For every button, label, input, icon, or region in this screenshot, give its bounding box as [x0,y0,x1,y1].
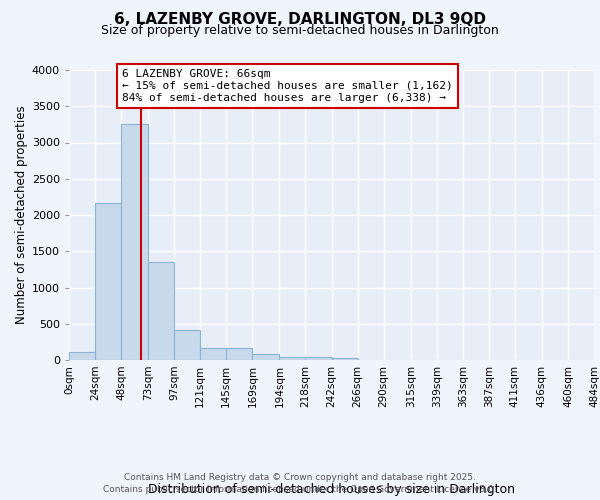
Bar [280,356,305,360]
Text: Size of property relative to semi-detached houses in Darlington: Size of property relative to semi-detach… [101,24,499,37]
Bar [121,124,148,360]
Bar [174,330,200,360]
Bar [226,348,253,360]
Bar [148,262,174,360]
Y-axis label: Number of semi-detached properties: Number of semi-detached properties [14,106,28,324]
Bar [305,358,332,360]
Bar [95,202,121,360]
Text: Contains public sector information licensed under the Open Government Licence v3: Contains public sector information licen… [103,485,497,494]
Text: Contains HM Land Registry data © Crown copyright and database right 2025.: Contains HM Land Registry data © Crown c… [124,472,476,482]
Bar [253,354,280,360]
X-axis label: Distribution of semi-detached houses by size in Darlington: Distribution of semi-detached houses by … [148,484,515,496]
Text: 6 LAZENBY GROVE: 66sqm
← 15% of semi-detached houses are smaller (1,162)
84% of : 6 LAZENBY GROVE: 66sqm ← 15% of semi-det… [122,70,453,102]
Bar [200,348,226,360]
Bar [69,352,95,360]
Text: 6, LAZENBY GROVE, DARLINGTON, DL3 9QD: 6, LAZENBY GROVE, DARLINGTON, DL3 9QD [114,12,486,28]
Bar [331,358,358,360]
